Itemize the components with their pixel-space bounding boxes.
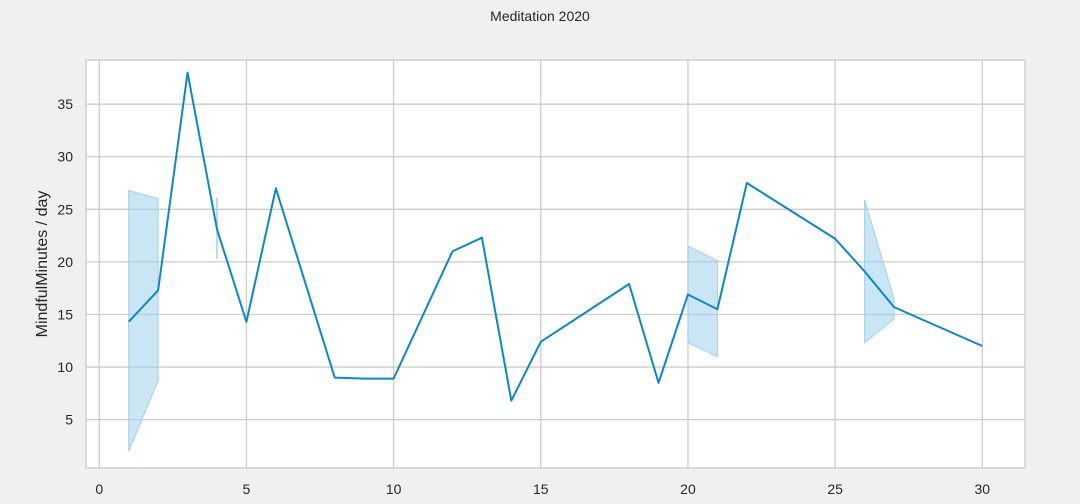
x-tick-label: 10 <box>386 481 402 497</box>
series-lines <box>127 71 983 402</box>
x-tick-label: 0 <box>95 481 103 497</box>
y-tick-labels: 5 10 15 20 25 30 35 <box>57 96 73 427</box>
y-tick-label: 30 <box>57 149 73 165</box>
y-tick-label: 25 <box>57 201 73 217</box>
x-tick-label: 30 <box>975 481 991 497</box>
confidence-bands <box>128 189 895 452</box>
y-tick-label: 35 <box>57 96 73 112</box>
y-tick-label: 20 <box>57 254 73 270</box>
confidence-band <box>128 189 159 452</box>
y-tick-label: 5 <box>65 412 73 428</box>
x-tick-label: 20 <box>680 481 696 497</box>
confidence-band <box>864 199 895 344</box>
x-tick-label: 5 <box>243 481 251 497</box>
y-tick-label: 10 <box>57 359 73 375</box>
x-tick-label: 25 <box>827 481 843 497</box>
x-tick-labels: 0 5 10 15 20 25 30 <box>95 481 990 497</box>
chart-title: Meditation 2020 <box>490 8 590 24</box>
x-tick-label: 15 <box>533 481 549 497</box>
y-gridlines <box>86 103 1025 421</box>
y-tick-label: 15 <box>57 306 73 322</box>
y-axis-label: MindfulMinutes / day <box>34 191 51 338</box>
series-line <box>127 71 983 402</box>
